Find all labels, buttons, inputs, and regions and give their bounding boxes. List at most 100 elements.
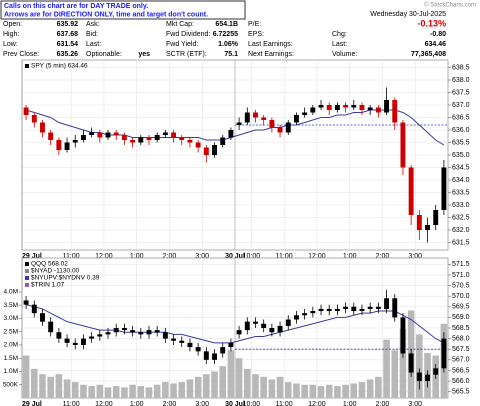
legend-label: $TRIN 1.07 <box>31 282 65 289</box>
y-tick-label: 638.5 <box>452 64 470 71</box>
legend-label: SPY (5 min) 634.46 <box>31 63 88 70</box>
candle-body <box>56 332 62 339</box>
candle-body <box>171 338 177 341</box>
candle-body <box>302 313 308 316</box>
stat-label: Chg: <box>332 31 347 38</box>
y-tick-label: 637.5 <box>452 89 470 96</box>
candle-body <box>236 122 242 125</box>
volume-bar <box>129 384 136 398</box>
volume-tick-label: 4.0M <box>4 289 18 296</box>
candle-body <box>138 332 144 335</box>
candle-body <box>261 323 267 328</box>
quote-label: Next Earnings: <box>248 51 294 58</box>
volume-tick-label: 3.5M <box>4 302 18 309</box>
candle-body <box>236 330 242 335</box>
candle-body <box>261 117 267 120</box>
candle-body <box>146 330 152 335</box>
candle-body <box>367 107 373 110</box>
candle-body <box>441 338 447 369</box>
quote-value: 635.92 <box>57 21 79 28</box>
quote-label: Optionable: <box>86 51 122 58</box>
quote-label: SCTR (ETF): <box>166 51 207 58</box>
quote-value: 637.68 <box>57 31 79 38</box>
x-tick-label: 11:00 <box>276 401 293 406</box>
legend-swatch <box>25 276 29 280</box>
candle-body <box>138 137 144 143</box>
y-tick-label: 570.0 <box>452 293 470 300</box>
quote-label: Fwd Dividend: <box>166 31 210 38</box>
y-tick-label: 632.0 <box>452 227 470 234</box>
candle-body <box>318 308 324 312</box>
stat-value: 77,365,408 <box>411 51 446 58</box>
candle-body <box>195 142 201 148</box>
candle-body <box>203 351 209 360</box>
candle-body <box>343 306 349 309</box>
candle-body <box>220 347 226 354</box>
y-tick-label: 633.0 <box>452 202 470 209</box>
y-tick-label: 635.5 <box>452 139 470 146</box>
y-tick-label: 568.0 <box>452 335 470 342</box>
volume-bar <box>194 376 202 398</box>
copyright: © StockCharts.com <box>424 2 476 9</box>
volume-bar <box>55 374 63 398</box>
y-tick-label: 635.0 <box>452 152 470 159</box>
volume-bar <box>375 376 382 398</box>
candle-body <box>384 298 390 309</box>
notice-line: Calls on this chart are for DAY TRADE on… <box>4 3 148 10</box>
candle-body <box>293 315 299 320</box>
y-tick-label: 631.5 <box>452 239 470 246</box>
candle-body <box>121 328 127 331</box>
volume-bar <box>334 386 341 398</box>
candle-body <box>105 132 111 138</box>
candle-body <box>408 167 414 215</box>
legend-label: $NYAD -1130.00 <box>31 268 80 275</box>
quote-label: Last: <box>86 41 101 48</box>
quote-value: 6.72255 <box>213 31 238 38</box>
candle-body <box>416 372 422 382</box>
y-tick-label: 568.5 <box>452 325 470 332</box>
y-tick-label: 567.5 <box>452 346 470 353</box>
x-tick-label: 11:00 <box>63 401 80 406</box>
candle-body <box>212 353 217 360</box>
y-tick-label: 634.0 <box>452 177 470 184</box>
candle-body <box>48 321 54 333</box>
candle-body <box>244 321 250 331</box>
y-tick-label: 567.0 <box>452 357 470 364</box>
volume-bar <box>145 387 153 398</box>
candle-body <box>359 105 365 110</box>
volume-bar <box>301 384 308 398</box>
candle-body <box>56 140 62 150</box>
volume-tick-label: 2.5M <box>4 328 18 335</box>
candle-body <box>146 137 152 140</box>
candle-body <box>318 105 324 108</box>
moving-average <box>25 304 445 344</box>
quote-label: Prev Close: <box>3 51 39 58</box>
quote-value: 631.54 <box>57 41 79 48</box>
candle-body <box>89 336 95 339</box>
quote-date: Wednesday 30-Jul-2025 <box>370 11 446 18</box>
quote-label: Mkt Cap: <box>166 21 194 28</box>
candle-body <box>80 338 86 345</box>
candle-body <box>310 311 316 314</box>
quote-label: Last Earnings: <box>248 41 293 48</box>
x-tick-label: 1:00 <box>343 401 357 406</box>
candle-body <box>425 225 430 230</box>
y-tick-label: 571.0 <box>452 272 470 279</box>
volume-bar <box>96 384 104 398</box>
volume-bar <box>342 384 349 398</box>
candle-body <box>64 338 70 343</box>
y-tick-label: 633.5 <box>452 189 470 196</box>
candle-body <box>171 132 177 138</box>
candle-body <box>302 112 308 115</box>
quote-value: 654.1B <box>215 21 238 28</box>
volume-bar <box>88 386 95 398</box>
quote-label: Open: <box>3 21 22 28</box>
legend-label: QQQ 568.02 <box>31 261 68 268</box>
quote-value: yes <box>138 51 150 58</box>
quote-label: Bid: <box>86 31 98 38</box>
candle-body <box>121 135 127 140</box>
volume-bar <box>31 368 38 398</box>
volume-bar <box>211 371 218 398</box>
